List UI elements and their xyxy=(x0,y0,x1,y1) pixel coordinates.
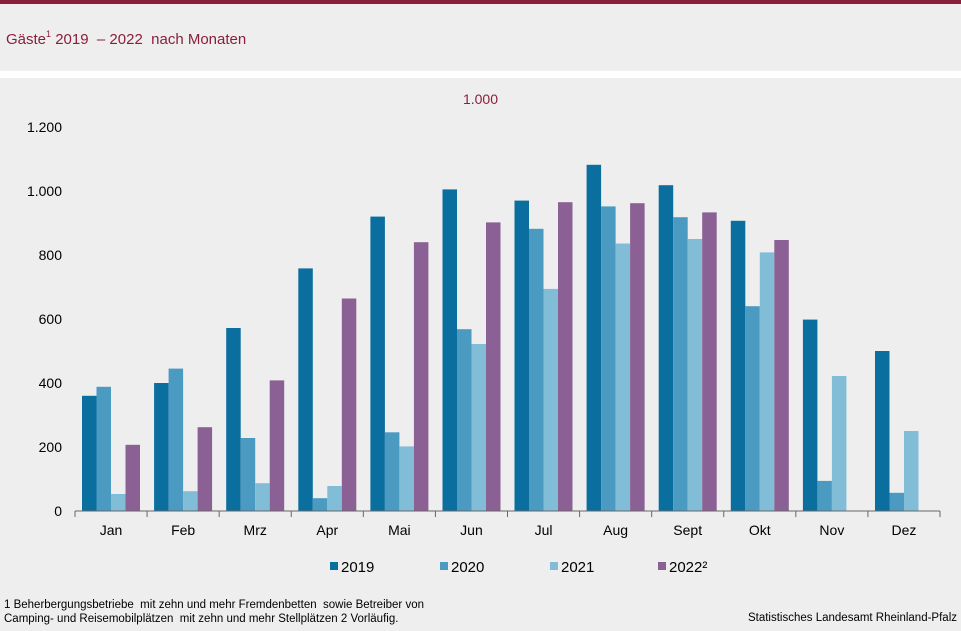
bar-2022-okt xyxy=(774,240,789,511)
x-tick-label: Sept xyxy=(673,522,702,538)
bar-2020-jan xyxy=(96,386,111,511)
bar-2020-dez xyxy=(889,492,904,511)
x-tick-label: Dez xyxy=(892,522,917,538)
bar-2019-mai xyxy=(370,216,385,511)
footnote-line-1: 1 Beherbergungsbetriebe mit zehn und meh… xyxy=(4,599,424,611)
legend-swatch-2020 xyxy=(440,562,448,570)
y-tick-label: 600 xyxy=(39,311,63,327)
bar-2019-jun xyxy=(442,189,457,511)
x-tick-label: Okt xyxy=(749,522,771,538)
bar-2022-apr xyxy=(341,298,357,511)
y-tick-label: 800 xyxy=(39,247,63,263)
bar-2021-okt xyxy=(759,252,775,511)
y-tick-label: 200 xyxy=(39,439,63,455)
bar-2022-mai xyxy=(413,242,429,511)
bar-2021-mai xyxy=(399,446,414,511)
bar-2021-feb xyxy=(183,491,198,511)
top-rule xyxy=(0,0,961,4)
x-tick-label: Jun xyxy=(460,522,483,538)
chart-title: Gäste1 2019 – 2022 nach Monaten xyxy=(6,29,247,48)
y-tick-label: 1.000 xyxy=(27,183,62,199)
legend-label-2022: 2022² xyxy=(669,559,707,576)
bar-2022-jan xyxy=(125,444,140,511)
x-tick-label: Jan xyxy=(100,522,123,538)
footnote-line-2: Camping- und Reisemobilplätzen mit zehn … xyxy=(4,613,399,625)
bar-chart: 0 200 400 600 800 1.000 1.200 Jan Feb Mrz Apr Mai Ju… xyxy=(27,119,941,576)
x-tick-label: Apr xyxy=(316,522,338,538)
bar-2019-jul xyxy=(514,200,529,511)
title-footnote-marker: 1 xyxy=(46,29,52,39)
x-tick-label: Mai xyxy=(388,522,411,538)
bar-2020-jul xyxy=(529,228,544,512)
footnote: 1 Beherbergungsbetriebe mit zehn und meh… xyxy=(4,598,424,626)
bar-2019-aug xyxy=(586,164,602,512)
y-tick-label: 1.200 xyxy=(27,119,62,135)
legend-label-2020: 2020 xyxy=(451,559,484,576)
bar-2022-aug xyxy=(630,203,645,511)
bar-2022-jun xyxy=(486,222,501,511)
y-tick-label: 400 xyxy=(39,375,63,391)
bar-2022-mrz xyxy=(269,380,285,511)
bar-2021-nov xyxy=(831,376,847,511)
bar-2021-sept xyxy=(687,239,703,511)
bar-2020-okt xyxy=(745,306,760,511)
legend-swatch-2022 xyxy=(658,562,666,570)
bar-2020-feb xyxy=(168,368,184,511)
bar-2020-aug xyxy=(601,206,616,511)
x-tick-label: Feb xyxy=(171,522,195,538)
bar-2019-apr xyxy=(298,268,313,511)
legend-swatch-2019 xyxy=(330,562,338,570)
header-separator xyxy=(0,71,961,78)
bar-2019-okt xyxy=(730,220,746,512)
bar-2019-nov xyxy=(802,319,818,511)
x-tick-label: Nov xyxy=(819,522,844,538)
bar-2020-nov xyxy=(817,480,832,511)
bar-2020-mrz xyxy=(240,438,256,511)
bar-2022-jul xyxy=(558,202,573,511)
x-tick-label: Aug xyxy=(603,522,628,538)
bar-2019-dez xyxy=(875,351,890,511)
title-main: Gäste xyxy=(6,31,47,48)
bar-2019-jan xyxy=(82,395,97,511)
bar-2020-apr xyxy=(312,498,328,511)
legend-label-2019: 2019 xyxy=(341,559,374,576)
bar-2021-jun xyxy=(471,344,486,511)
y-tick-label: 0 xyxy=(54,503,62,519)
bar-2021-mrz xyxy=(255,483,270,511)
bar-2020-mai xyxy=(384,432,400,511)
bar-2021-apr xyxy=(327,486,342,511)
title-rest: 2019 – 2022 nach Monaten xyxy=(51,31,247,48)
source-note: Statistisches Landesamt Rheinland-Pfalz xyxy=(747,612,957,624)
bar-2021-aug xyxy=(615,243,631,511)
bar-2021-jan xyxy=(111,494,126,511)
unit-label: 1.000 xyxy=(462,91,499,107)
bar-2020-jun xyxy=(457,329,472,511)
legend-swatch-2021 xyxy=(550,562,558,570)
x-tick-label: Jul xyxy=(535,522,553,538)
bar-2022-sept xyxy=(702,212,717,511)
bar-2020-sept xyxy=(673,217,688,511)
x-tick-label: Mrz xyxy=(244,522,267,538)
bar-2022-feb xyxy=(197,427,213,511)
bar-2021-dez xyxy=(904,431,919,511)
bar-2019-feb xyxy=(154,383,169,511)
bar-2021-jul xyxy=(543,288,558,511)
legend-label-2021: 2021 xyxy=(561,559,594,576)
bar-2019-mrz xyxy=(226,328,241,511)
bar-2019-sept xyxy=(658,185,674,511)
